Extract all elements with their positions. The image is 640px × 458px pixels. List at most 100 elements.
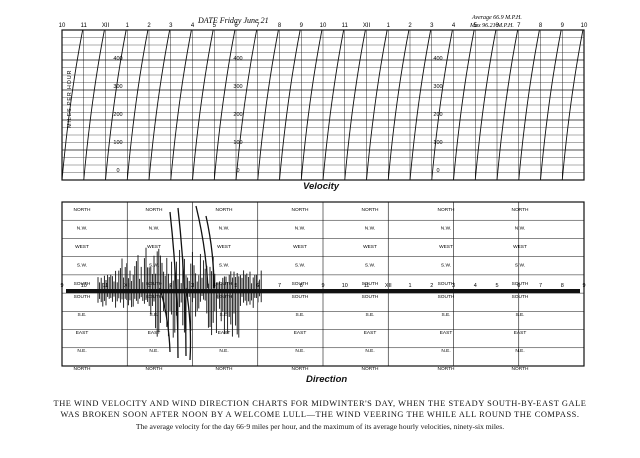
direction-compass-label: S.W.	[77, 263, 87, 269]
velocity-hour-label: 6	[234, 23, 238, 29]
velocity-pen-arc	[409, 29, 432, 181]
direction-hour-label: 1	[147, 283, 150, 289]
velocity-pen-arc	[126, 29, 149, 181]
direction-compass-label: N.E.	[295, 348, 304, 354]
velocity-grid	[62, 30, 584, 180]
velocity-hour-label: 2	[147, 23, 151, 29]
velocity-pen-arc	[257, 29, 279, 181]
direction-compass-label: NORTH	[146, 366, 164, 372]
direction-compass-label: EAST	[364, 330, 377, 336]
direction-compass-label: S.W.	[219, 263, 229, 269]
direction-hour-label: 5	[495, 283, 498, 289]
velocity-speed-label: 400	[233, 56, 242, 62]
velocity-hour-label: 8	[539, 23, 543, 29]
velocity-hour-label: 7	[256, 23, 260, 29]
velocity-hour-label: 3	[169, 23, 173, 29]
velocity-hour-label: 2	[408, 23, 412, 29]
velocity-hour-label: 9	[561, 23, 565, 29]
velocity-pen-arc	[474, 29, 497, 181]
velocity-pen-arc	[387, 29, 410, 181]
direction-hour-label: 7	[539, 283, 542, 289]
direction-compass-label: NORTH	[362, 207, 380, 213]
direction-hour-label: 6	[517, 283, 520, 289]
velocity-pen-arc	[235, 29, 258, 181]
direction-hour-label: 11	[103, 283, 109, 289]
direction-hour-label: 8	[300, 283, 303, 289]
direction-compass-label: WEST	[439, 244, 453, 250]
velocity-speed-label: 100	[113, 140, 122, 146]
direction-compass-label: N.E.	[219, 348, 228, 354]
direction-hour-label: 9	[60, 283, 63, 289]
direction-chart-title: Direction	[306, 374, 348, 385]
direction-compass-label: NORTH	[292, 366, 310, 372]
velocity-speed-label: 100	[433, 140, 442, 146]
velocity-hour-label: 4	[191, 23, 195, 29]
velocity-pen-arc	[105, 29, 127, 181]
direction-compass-label: N.W.	[441, 226, 451, 232]
direction-compass-label: N.E.	[77, 348, 86, 354]
velocity-speed-label: 100	[233, 140, 242, 146]
direction-compass-label: NORTH	[292, 207, 310, 213]
direction-compass-label: S.E.	[365, 312, 374, 318]
velocity-speed-label: 300	[233, 84, 242, 90]
direction-hour-label: 9	[582, 283, 585, 289]
velocity-hour-label: 5	[474, 23, 478, 29]
velocity-speed-label: 400	[433, 56, 442, 62]
direction-compass-label: SOUTH	[74, 294, 91, 300]
velocity-pen-arc	[366, 29, 388, 181]
direction-compass-label: EAST	[440, 330, 453, 336]
velocity-speed-label: 200	[113, 112, 122, 118]
velocity-speed-label: 200	[233, 112, 242, 118]
velocity-date-label: DATE Friday June 21	[197, 16, 269, 25]
velocity-hour-label: 7	[517, 23, 521, 29]
velocity-pen-arc	[344, 29, 366, 181]
velocity-hour-label: 5	[213, 23, 217, 29]
direction-veer-stroke	[185, 287, 192, 361]
direction-veer-stroke	[205, 215, 215, 289]
direction-hour-label: 1	[408, 283, 411, 289]
direction-compass-label: NORTH	[74, 366, 92, 372]
direction-chart: NORTH N.W. WEST S.W. SOUTH SOUTH S.E. EAST N.E. N…	[60, 201, 586, 372]
direction-compass-label: NORTH	[438, 207, 456, 213]
velocity-hour-label: 11	[81, 23, 88, 29]
velocity-speed-scale: 400 300 200 100 0 400 300 200 100 0 400 300 200 100 0	[113, 56, 442, 174]
direction-compass-label: EAST	[514, 330, 527, 336]
velocity-average-label: Average 66.9 M.P.H.	[471, 15, 522, 21]
velocity-hour-label: 1	[126, 23, 130, 29]
direction-compass-label: WEST	[75, 244, 89, 250]
direction-compass-label: NORTH	[146, 207, 164, 213]
direction-compass-label: WEST	[293, 244, 307, 250]
direction-compass-label: EAST	[294, 330, 307, 336]
direction-compass-label: WEST	[513, 244, 527, 250]
direction-compass-label: N.W.	[295, 226, 305, 232]
velocity-pen-arc	[561, 29, 584, 181]
direction-compass-label: SOUTH	[292, 294, 309, 300]
velocity-speed-label: 0	[236, 168, 239, 174]
direction-compass-label: NORTH	[438, 366, 456, 372]
direction-compass-label: SOUTH	[362, 281, 379, 287]
direction-compass-label: S.W.	[295, 263, 305, 269]
direction-hour-label: 7	[278, 283, 281, 289]
velocity-speed-label: 300	[113, 84, 122, 90]
velocity-speed-label: 0	[436, 168, 439, 174]
velocity-hour-label: XII	[102, 23, 110, 29]
velocity-hour-label: 10	[320, 23, 327, 29]
direction-compass-label: N.W.	[77, 226, 87, 232]
direction-compass-label: S.E.	[149, 312, 158, 318]
velocity-max-label: Max 96.21 M.P.H.	[469, 23, 514, 29]
direction-hour-label: XII	[124, 283, 131, 289]
direction-compass-label: NORTH	[74, 207, 92, 213]
velocity-hour-label: 4	[452, 23, 456, 29]
velocity-hour-label: 9	[300, 23, 304, 29]
caption-line-1: THE WIND VELOCITY AND WIND DIRECTION CHA…	[53, 399, 587, 408]
direction-compass-label: N.W.	[515, 226, 525, 232]
velocity-pen-arc	[322, 29, 345, 181]
direction-compass-label: WEST	[147, 244, 161, 250]
velocity-curves	[61, 29, 584, 181]
direction-hour-labels: 9 10 11 XII 1 2 3 4 5 6 7 8 9 10 11 XII 1 2 3 4 5 6 7 8 9	[60, 283, 585, 289]
velocity-hour-label: XII	[363, 23, 371, 29]
velocity-pen-arc	[83, 29, 105, 181]
direction-compass-label: SOUTH	[438, 281, 455, 287]
velocity-chart: 10 11 XII 1 2 3 4 5 6 7 8 9 10 11 XII 1 2 3 4 5 6 7 8 9 10 400 30…	[59, 15, 588, 181]
direction-compass-label: S.E.	[295, 312, 304, 318]
